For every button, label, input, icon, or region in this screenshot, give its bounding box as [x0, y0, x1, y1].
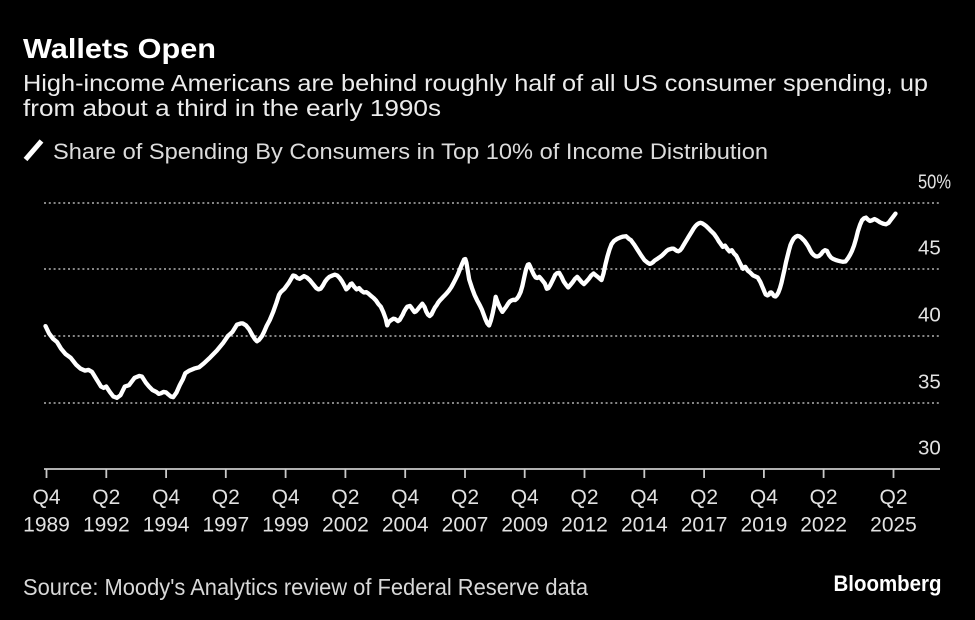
svg-text:High-income Americans are behi: High-income Americans are behind roughly…	[23, 70, 928, 96]
svg-text:Q4: Q4	[511, 486, 539, 509]
svg-text:40: 40	[918, 304, 941, 327]
svg-text:2002: 2002	[322, 514, 369, 537]
svg-text:2017: 2017	[681, 514, 728, 537]
svg-text:Q4: Q4	[630, 486, 658, 509]
svg-text:1992: 1992	[83, 514, 130, 537]
svg-text:2022: 2022	[800, 514, 847, 537]
svg-text:2025: 2025	[870, 514, 917, 537]
svg-text:50%: 50%	[918, 171, 951, 194]
svg-text:2019: 2019	[741, 514, 788, 537]
svg-text:2009: 2009	[501, 514, 548, 537]
svg-text:Q2: Q2	[451, 486, 479, 509]
svg-text:Q4: Q4	[391, 486, 419, 509]
svg-text:Q4: Q4	[272, 486, 300, 509]
svg-text:from about a third in the earl: from about a third in the early 1990s	[23, 95, 441, 121]
svg-text:30: 30	[918, 437, 941, 460]
svg-text:Q4: Q4	[750, 486, 778, 509]
svg-text:Q2: Q2	[690, 486, 718, 509]
svg-text:Q4: Q4	[152, 486, 180, 509]
svg-text:Source: Moody's Analytics revi: Source: Moody's Analytics review of Fede…	[23, 574, 588, 600]
svg-text:Share of Spending By Consumers: Share of Spending By Consumers in Top 10…	[53, 139, 768, 164]
svg-text:Q2: Q2	[92, 486, 120, 509]
svg-text:45: 45	[918, 237, 941, 260]
svg-text:2004: 2004	[382, 514, 429, 537]
svg-text:1994: 1994	[143, 514, 190, 537]
svg-text:Wallets Open: Wallets Open	[23, 33, 216, 64]
svg-text:1989: 1989	[23, 514, 70, 537]
svg-text:Q4: Q4	[32, 486, 60, 509]
svg-text:2012: 2012	[561, 514, 608, 537]
svg-text:Q2: Q2	[810, 486, 838, 509]
svg-text:Q2: Q2	[331, 486, 359, 509]
svg-text:2007: 2007	[442, 514, 489, 537]
svg-text:Q2: Q2	[879, 486, 907, 509]
svg-text:Q2: Q2	[570, 486, 598, 509]
svg-text:35: 35	[918, 371, 941, 394]
svg-text:Bloomberg: Bloomberg	[834, 571, 942, 596]
svg-text:1999: 1999	[262, 514, 309, 537]
svg-text:2014: 2014	[621, 514, 668, 537]
svg-text:1997: 1997	[202, 514, 249, 537]
svg-text:Q2: Q2	[212, 486, 240, 509]
